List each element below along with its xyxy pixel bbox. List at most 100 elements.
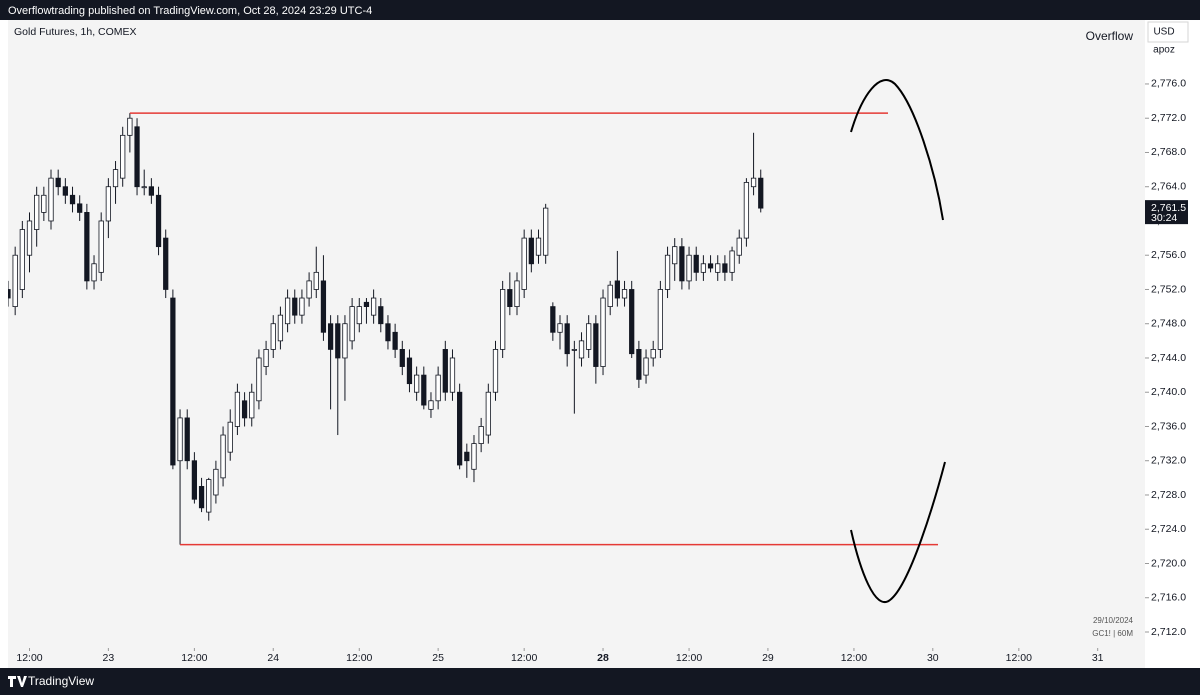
candle-body — [335, 323, 341, 359]
candle-body — [134, 126, 140, 188]
candle-body — [593, 323, 599, 367]
y-tick-label: 2,756.0 — [1151, 249, 1186, 261]
candle-body — [700, 263, 707, 273]
drawn-arc — [850, 461, 946, 603]
drawn-arc — [850, 79, 944, 221]
y-tick-label: 2,744.0 — [1151, 352, 1186, 364]
y-tick-label: 2,724.0 — [1151, 523, 1186, 535]
candle-body — [571, 349, 577, 351]
candle-body — [478, 426, 484, 445]
candle-body — [241, 400, 248, 419]
candle-body — [428, 400, 434, 410]
candle-body — [664, 254, 671, 290]
candle-body — [406, 357, 413, 385]
y-tick-label: 2,752.0 — [1151, 283, 1186, 295]
candle-body — [12, 254, 18, 307]
x-tick-label: 31 — [1092, 652, 1104, 664]
x-tick-label: 29 — [762, 652, 774, 664]
candle-body — [177, 417, 183, 462]
y-tick-label: 2,748.0 — [1151, 318, 1186, 330]
candle-body — [55, 177, 61, 188]
brand: TradingView — [28, 674, 94, 688]
candle-body — [729, 250, 735, 273]
candle-body — [521, 237, 527, 290]
y-tick-label: 2,728.0 — [1151, 489, 1186, 501]
candle-body — [206, 479, 212, 513]
candle-body — [356, 306, 362, 325]
y-tick-label: 2,764.0 — [1151, 181, 1186, 193]
candle-body — [342, 323, 348, 359]
candle-body — [277, 314, 284, 342]
candle-body — [378, 306, 384, 325]
candle-body — [141, 186, 147, 189]
y-tick-label: 2,720.0 — [1151, 557, 1186, 569]
candle-body — [449, 357, 456, 393]
candle-body — [263, 349, 269, 367]
candle-body — [600, 297, 606, 367]
candle-body — [578, 340, 585, 359]
candle-body — [191, 460, 198, 500]
candle-body — [614, 280, 620, 299]
candle-body — [643, 357, 649, 376]
candle-body — [421, 374, 427, 406]
price-label: 2,761.5 — [1151, 202, 1186, 214]
candle-body — [485, 391, 491, 436]
x-tick-label: 30 — [927, 652, 939, 664]
currency[interactable]: USD — [1153, 27, 1174, 38]
candle-body — [127, 117, 133, 136]
candle-body — [105, 186, 111, 222]
candle-body — [198, 486, 205, 509]
scale-mode[interactable]: apoz — [1153, 45, 1175, 56]
brand-logo — [8, 676, 27, 687]
axes: 2,776.02,772.02,768.02,764.02,760.02,756… — [16, 78, 1188, 664]
candle-body — [557, 323, 563, 333]
candle-body — [327, 323, 334, 350]
bottom-bar — [0, 668, 1200, 695]
candle-body — [306, 280, 312, 299]
currency-box[interactable] — [1147, 21, 1189, 43]
candle-body — [8, 289, 11, 299]
candle-body — [84, 212, 90, 282]
candle-body — [313, 271, 319, 290]
x-tick-label: 12:00 — [511, 652, 537, 664]
author: Overflow — [1086, 29, 1134, 43]
x-tick-label: 25 — [432, 652, 444, 664]
candle-body — [722, 263, 728, 273]
x-tick-label: 28 — [597, 652, 609, 664]
candle-body — [249, 391, 255, 419]
candle-body — [636, 349, 642, 380]
candle-body — [98, 220, 104, 273]
candle-body — [256, 357, 262, 402]
x-tick-label: 12:00 — [346, 652, 372, 664]
price-tag — [1145, 200, 1188, 225]
candle-body — [528, 237, 534, 265]
candle-body — [41, 194, 47, 213]
y-tick-label: 2,736.0 — [1151, 420, 1186, 432]
candle-body — [148, 186, 155, 196]
candle-body — [112, 169, 119, 188]
candle-body — [170, 297, 176, 466]
candle-body — [464, 451, 470, 462]
candle-body — [657, 289, 663, 350]
candle-body — [155, 194, 162, 248]
x-tick-label: 12:00 — [181, 652, 207, 664]
candle-body — [535, 237, 542, 256]
candle-body — [77, 203, 83, 213]
candle-body — [507, 289, 513, 307]
publisher: Overflowtrading published on TradingView… — [8, 5, 372, 17]
candle-body — [19, 229, 25, 290]
candle-body — [500, 289, 506, 350]
plot — [8, 112, 938, 546]
y-tick-label: 2,772.0 — [1151, 112, 1186, 124]
candle-body — [471, 443, 477, 470]
candle-body — [492, 349, 499, 393]
candle-body — [679, 246, 685, 282]
y-tick-label: 2,716.0 — [1151, 592, 1186, 604]
y-tick-label: 2,712.0 — [1151, 626, 1186, 638]
x-tick-label: 12:00 — [841, 652, 867, 664]
candle-body — [672, 246, 678, 265]
candle-body — [736, 237, 742, 256]
candle-body — [715, 263, 721, 273]
